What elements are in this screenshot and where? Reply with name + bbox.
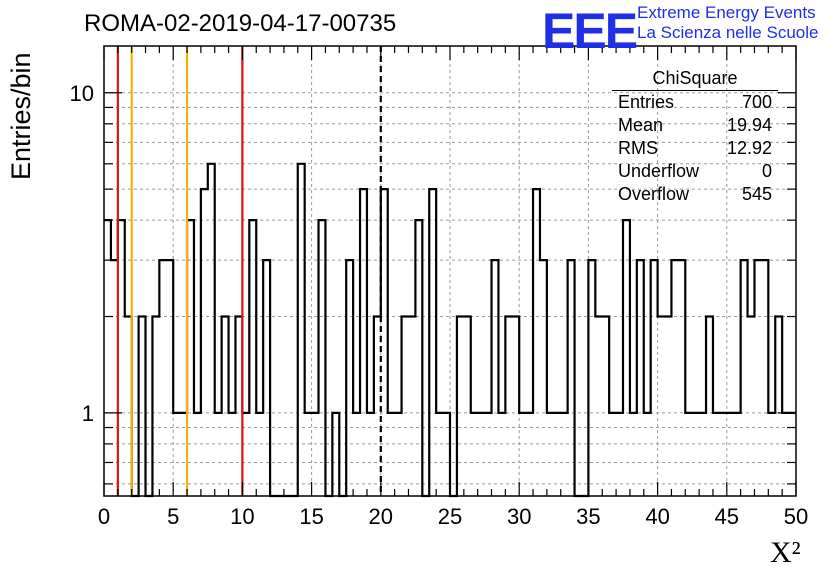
stats-box: ChiSquare Entries 700 Mean 19.94 RMS 12.… (612, 66, 778, 206)
x-tick-label: 45 (715, 504, 739, 529)
logo-line-2: La Scienza nelle Scuole (637, 23, 819, 42)
x-tick-label: 15 (299, 504, 323, 529)
stats-row-rms: RMS 12.92 (612, 137, 778, 160)
stats-label: RMS (618, 138, 658, 158)
stats-value: 700 (741, 92, 772, 112)
stats-row-underflow: Underflow 0 (612, 160, 778, 183)
x-tick-label: 30 (507, 504, 531, 529)
x-tick-label: 40 (645, 504, 669, 529)
stats-row-entries: Entries 700 (612, 91, 778, 114)
x-tick-label: 5 (167, 504, 179, 529)
chart-title: ROMA-02-2019-04-17-00735 (84, 10, 397, 37)
stats-label: Mean (618, 115, 664, 135)
stats-value: 12.92 (726, 138, 772, 158)
eee-logo: EEE (542, 3, 638, 59)
x-axis-label: X² (770, 536, 801, 569)
logo-line-1: Extreme Energy Events (637, 3, 816, 22)
histogram-outline (104, 162, 796, 498)
stats-label: Underflow (618, 161, 700, 181)
stats-value: 545 (741, 184, 772, 204)
stats-value: 19.94 (726, 115, 772, 135)
stats-title: ChiSquare (612, 66, 778, 91)
x-tick-label: 50 (784, 504, 808, 529)
stats-row-overflow: Overflow 545 (612, 183, 778, 206)
stats-value: 0 (761, 161, 772, 181)
y-tick-label: 1 (82, 401, 94, 426)
x-tick-label: 0 (98, 504, 110, 529)
stats-label: Overflow (618, 184, 690, 204)
x-tick-label: 35 (576, 504, 600, 529)
y-axis-label: Entries/bin (6, 52, 36, 180)
x-tick-label: 20 (369, 504, 393, 529)
x-tick-label: 25 (438, 504, 462, 529)
y-tick-label: 10 (70, 81, 94, 106)
x-tick-label: 10 (230, 504, 254, 529)
stats-row-mean: Mean 19.94 (612, 114, 778, 137)
stats-label: Entries (618, 92, 675, 112)
